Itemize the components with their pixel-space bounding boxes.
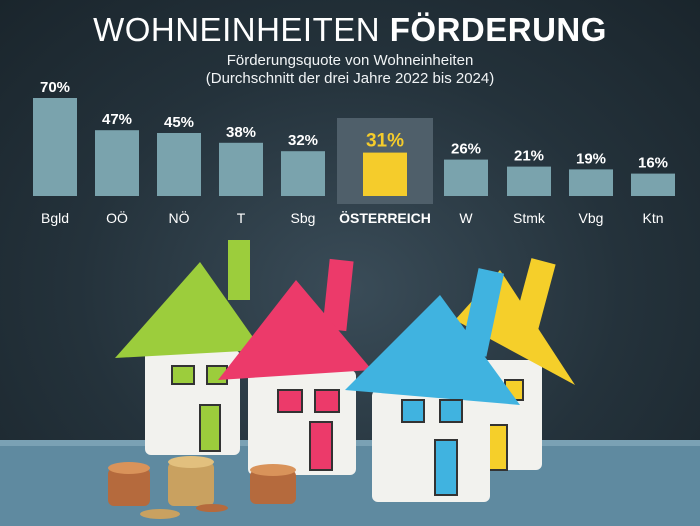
value-label-no: 45% xyxy=(164,114,194,131)
value-label-t: 38% xyxy=(226,124,256,141)
value-label-vbg: 19% xyxy=(576,150,606,167)
blue-house xyxy=(345,268,520,502)
bar-w xyxy=(444,159,488,196)
houses-background-image xyxy=(0,240,700,526)
subtitle-line-2: (Durchschnitt der drei Jahre 2022 bis 20… xyxy=(205,70,495,87)
chart-title: WOHNEINHEITEN FÖRDERUNG xyxy=(0,10,700,50)
title-light: WOHNEINHEITEN xyxy=(93,11,381,48)
value-label-bgld: 70% xyxy=(40,79,70,96)
category-label-bgld: Bgld xyxy=(41,210,69,226)
green-house xyxy=(115,240,262,455)
category-label-t: T xyxy=(237,210,246,226)
bar-stmk xyxy=(507,166,551,196)
value-label-sbg: 32% xyxy=(288,132,318,149)
category-label-ktn: Ktn xyxy=(642,210,663,226)
bar-vbg xyxy=(569,169,613,196)
category-label-no: NÖ xyxy=(169,209,190,226)
value-label-oo: 47% xyxy=(102,111,132,128)
bar-t xyxy=(219,142,263,196)
subtitle-line-1: Förderungsquote von Wohneinheiten xyxy=(226,52,474,69)
category-label-oo: OÖ xyxy=(106,209,128,226)
bar-oo xyxy=(95,130,139,196)
value-label-ktn: 16% xyxy=(638,155,668,172)
category-label-w: W xyxy=(459,210,473,226)
category-label-osterreich: ÖSTERREICH xyxy=(339,210,431,226)
bar-bgld xyxy=(33,98,77,196)
bar-sbg xyxy=(281,151,325,196)
bar-ktn xyxy=(631,173,675,196)
value-label-osterreich: 31% xyxy=(366,131,404,152)
category-label-sbg: Sbg xyxy=(291,210,316,226)
value-label-stmk: 21% xyxy=(514,148,544,165)
value-label-w: 26% xyxy=(451,141,481,158)
pink-house xyxy=(218,258,372,475)
bar-chart: 70% Bgld 47% OÖ 45% NÖ 38% T 32% Sbg 31% ÖSTERREICH… xyxy=(33,79,675,226)
chart-subtitle: Förderungsquote von Wohneinheiten (Durch… xyxy=(0,52,700,88)
title-bold: FÖRDERUNG xyxy=(389,11,607,48)
bar-osterreich xyxy=(363,152,407,196)
bar-no xyxy=(157,133,201,196)
category-label-vbg: Vbg xyxy=(579,210,604,226)
category-label-stmk: Stmk xyxy=(513,210,546,226)
coin-stacks xyxy=(108,456,296,519)
